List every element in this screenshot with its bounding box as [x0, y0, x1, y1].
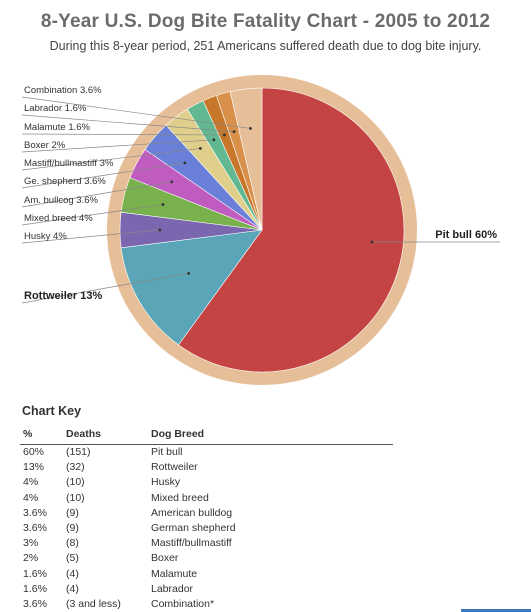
- slice-label-labrador: Labrador 1.6%: [24, 103, 87, 114]
- chart-subtitle: During this 8-year period, 251 Americans…: [49, 39, 482, 53]
- leader-dot-pit-bull: [370, 240, 374, 244]
- key-deaths: (4): [66, 582, 79, 595]
- chart-title: 8-Year U.S. Dog Bite Fatality Chart - 20…: [40, 11, 491, 32]
- key-deaths: (151): [66, 446, 91, 458]
- leader-dot-rottweiler: [187, 271, 191, 275]
- table-row: 3.6% (3 and less) Combination*: [20, 597, 393, 612]
- key-breed: American bulldog: [151, 506, 233, 519]
- key-deaths: (9): [66, 506, 79, 519]
- leader-line-labrador: [21, 114, 235, 132]
- key-breed: Malamute: [151, 567, 198, 580]
- slice-label-husky: Husky 4%: [24, 231, 67, 242]
- key-breed: Boxer: [151, 552, 179, 565]
- leader-dot-labrador: [232, 130, 236, 134]
- slice-label-rottweiler: Rottweiler 13%: [24, 290, 102, 302]
- table-row: 3.6% (9) American bulldog: [20, 506, 393, 521]
- key-breed: Labrador: [151, 582, 194, 595]
- slice-label-mixed-breed: Mixed breed 4%: [24, 213, 93, 224]
- leader-dot-combination: [249, 127, 252, 130]
- leader-line-husky: [21, 229, 160, 244]
- key-percent: 1.6%: [23, 567, 47, 580]
- chart-key-table: % Deaths Dog Breed 60% (151) Pit bull 13% (…: [20, 426, 393, 612]
- leader-line-mastiff-bullmastiff: [21, 148, 201, 171]
- table-row: 13% (32) Rottweiler: [20, 460, 393, 475]
- key-percent: 4%: [23, 476, 39, 489]
- key-breed: Husky: [151, 476, 181, 489]
- key-deaths: (10): [66, 476, 85, 489]
- leader-dot-mastiff-bullmastiff: [198, 147, 202, 150]
- leader-line-boxer: [21, 139, 214, 153]
- leader-dot-malamute: [222, 133, 226, 137]
- table-row: 2% (5) Boxer: [20, 551, 393, 566]
- corner-accent-bar: [461, 609, 531, 612]
- key-deaths: (5): [66, 552, 79, 565]
- key-percent: 3.6%: [23, 598, 47, 611]
- slice-label-combination: Combination 3.6%: [24, 85, 102, 96]
- table-row: 3% (8) Mastiff/bullmastiff: [20, 536, 393, 551]
- key-header-breed: Dog Breed: [148, 426, 393, 445]
- key-breed: Combination*: [151, 598, 215, 611]
- leader-line-am-bullcog: [21, 181, 172, 208]
- pie-slice-pit-bull: [178, 87, 405, 373]
- pie-chart: Pit bull 60% Rottweiler 13% Husky 4% Mixed …: [21, 75, 500, 385]
- leader-line-ge-shepherd: [21, 162, 185, 189]
- key-header-percent: %: [20, 426, 63, 445]
- key-percent: 3.6%: [23, 506, 47, 519]
- key-breed: Mastiff/bullmastiff: [151, 537, 232, 550]
- slice-label-malamute: Malamute 1.6%: [24, 122, 91, 133]
- key-deaths: (8): [66, 537, 79, 550]
- slice-label-boxer: Boxer 2%: [24, 140, 66, 151]
- key-breed: Mixed breed: [151, 491, 209, 504]
- leader-dot-boxer: [212, 138, 216, 142]
- key-percent: 3.6%: [23, 522, 47, 535]
- leader-dot-ge-shepherd: [183, 161, 187, 165]
- chart-key-title: Chart Key: [22, 404, 82, 418]
- leader-dot-husky: [158, 228, 162, 232]
- pie-slice-rottweiler: [120, 229, 263, 346]
- leader-dot-mixed-breed: [161, 203, 165, 206]
- key-deaths: (10): [66, 491, 85, 504]
- leader-dot-am-bullcog: [170, 180, 174, 184]
- table-row: 4% (10) Mixed breed: [20, 491, 393, 506]
- key-percent: 1.6%: [23, 582, 47, 595]
- key-deaths: (9): [66, 522, 79, 535]
- table-row: 1.6% (4) Labrador: [20, 582, 393, 597]
- key-deaths: (32): [66, 461, 85, 474]
- key-deaths: (4): [66, 567, 79, 580]
- slice-label-am-bullcog: Am. bullcog 3.6%: [24, 195, 98, 206]
- key-percent: 13%: [23, 461, 45, 474]
- slice-label-ge-shepherd: Ge. shepherd 3.6%: [24, 176, 106, 187]
- table-row: 3.6% (9) German shepherd: [20, 521, 393, 536]
- key-percent: 2%: [23, 552, 39, 565]
- leader-line-rottweiler: [21, 273, 189, 304]
- key-percent: 4%: [23, 491, 39, 504]
- slice-label-pit-bull: Pit bull 60%: [435, 229, 497, 241]
- chart-key-header-row: % Deaths Dog Breed: [20, 426, 393, 445]
- table-row: 1.6% (4) Malamute: [20, 567, 393, 582]
- key-breed: Rottweiler: [151, 461, 198, 474]
- leader-line-combination: [21, 96, 251, 129]
- key-percent: 3%: [23, 537, 39, 550]
- slice-label-mastiff-bullmastiff: Mastiff/bullmastiff 3%: [24, 158, 114, 169]
- key-percent: 60%: [23, 446, 45, 458]
- key-header-deaths: Deaths: [63, 426, 148, 445]
- leader-line-malamute: [21, 133, 225, 136]
- pie-slice-combination: [229, 87, 263, 231]
- key-deaths: (3 and less): [66, 598, 121, 611]
- table-row: 4% (10) Husky: [20, 475, 393, 490]
- key-breed: Pit bull: [151, 446, 183, 458]
- key-breed: German shepherd: [151, 522, 236, 535]
- table-row: 60% (151) Pit bull: [20, 445, 393, 461]
- leader-line-mixed-breed: [21, 204, 164, 226]
